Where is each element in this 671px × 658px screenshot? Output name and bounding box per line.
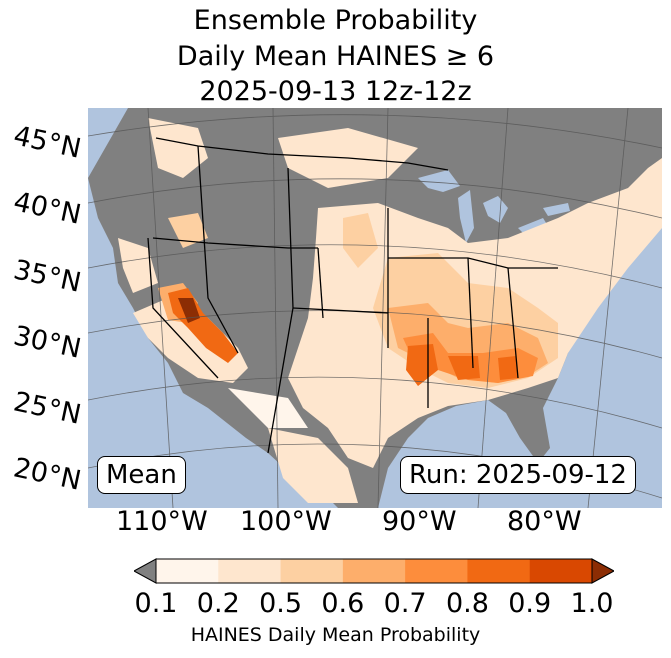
stat-label: Mean	[97, 456, 186, 494]
lon-label-80: 80°W	[507, 506, 582, 537]
borders	[147, 137, 558, 454]
great-lakes	[418, 170, 570, 243]
colorbar	[134, 558, 614, 584]
colorbar-cell	[342, 559, 406, 583]
colorbar-under-arrow	[134, 558, 157, 584]
colorbar-tick-label: 0.7	[383, 588, 427, 619]
probability-map	[88, 108, 662, 508]
lon-label-100: 100°W	[240, 506, 332, 537]
lat-label-25: 25°N	[10, 386, 84, 431]
lon-label-110: 110°W	[116, 506, 208, 537]
colorbar-tick-label: 0.2	[196, 588, 240, 619]
colorbar-label: HAINES Daily Mean Probability	[190, 624, 481, 646]
colorbar-tick-label: 0.1	[134, 588, 178, 619]
colorbar-tick-label: 1.0	[570, 588, 614, 619]
colorbar-cell	[218, 559, 282, 583]
colorbar-over-arrow	[591, 558, 614, 584]
lat-label-45: 45°N	[10, 120, 84, 165]
colorbar-tick-label: 0.6	[321, 588, 365, 619]
title-line-2: Daily Mean HAINES ≥ 6	[176, 41, 495, 72]
colorbar-tick-label: 0.5	[259, 588, 303, 619]
colorbar-tick-label: 0.9	[508, 588, 552, 619]
lat-label-30: 30°N	[10, 320, 84, 365]
lat-label-35: 35°N	[10, 254, 84, 299]
title-line-1: Ensemble Probability	[193, 5, 478, 36]
run-label: Run: 2025-09-12	[400, 456, 636, 494]
lon-label-90: 90°W	[382, 506, 457, 537]
colorbar-cell	[529, 559, 593, 583]
lat-label-40: 40°N	[10, 186, 84, 231]
colorbar-cell	[467, 559, 531, 583]
title-line-3: 2025-09-13 12z-12z	[199, 76, 472, 107]
colorbar-cell	[156, 559, 219, 583]
colorbar-tick-label: 0.8	[445, 588, 489, 619]
colorbar-cell	[280, 559, 344, 583]
lat-label-20: 20°N	[10, 452, 84, 497]
colorbar-cell	[405, 559, 468, 583]
